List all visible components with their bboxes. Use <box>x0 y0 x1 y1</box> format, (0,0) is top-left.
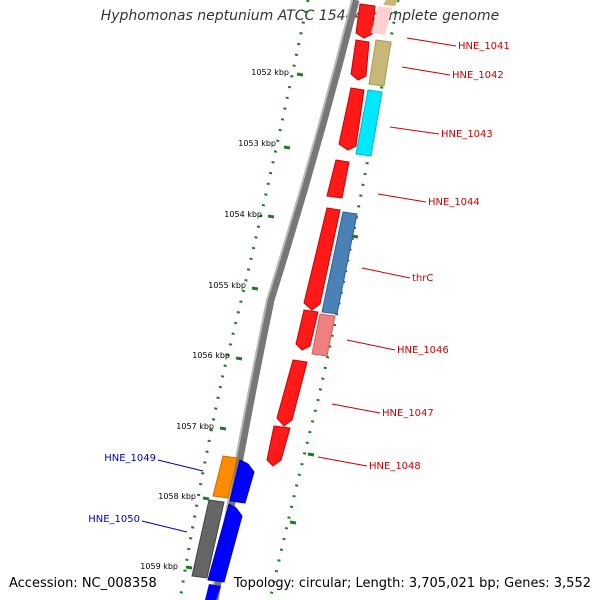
tick-label: 1058 kbp <box>158 492 196 501</box>
tick-label: 1052 kbp <box>251 68 289 77</box>
accession-text: Accession: NC_008358 <box>9 576 157 591</box>
leader-lines-right <box>317 37 457 467</box>
gene-block-blue <box>229 459 255 504</box>
gene-block-red <box>276 359 308 427</box>
leader-lines-left <box>141 459 204 533</box>
gene-block-salmon <box>311 313 336 357</box>
gene-label: HNE_1042 <box>452 70 504 81</box>
gene-block-blue <box>207 503 243 583</box>
gene-block-cyan <box>355 89 383 157</box>
gene-block-red <box>338 87 365 151</box>
gene-label: thrC <box>412 273 433 284</box>
page-title: Hyphomonas neptunium ATCC 15444, complet… <box>100 8 500 24</box>
tick-label: 1056 kbp <box>192 351 230 360</box>
genome-backbone-highlight <box>210 0 353 600</box>
gene-block-blue <box>205 584 221 600</box>
gene-block-red <box>295 309 319 351</box>
gene-block-red <box>326 159 350 199</box>
gene-block-tan <box>383 0 398 6</box>
gene-label: HNE_1049 <box>104 453 156 464</box>
gene-label: HNE_1046 <box>397 345 449 356</box>
tick-label: 1055 kbp <box>208 281 246 290</box>
gene-block-red <box>350 39 370 81</box>
gene-block-red <box>303 207 341 311</box>
gene-label: HNE_1044 <box>428 197 480 208</box>
gene-block-tan <box>368 39 392 87</box>
gene-label: HNE_1041 <box>458 41 510 52</box>
gene-label: HNE_1050 <box>88 514 140 525</box>
tick-label: 1053 kbp <box>238 139 276 148</box>
tick-label: 1059 kbp <box>140 562 178 571</box>
gene-block-red <box>355 3 376 39</box>
gene-blocks <box>191 0 398 600</box>
gene-block-orange <box>212 455 238 499</box>
gene-block-red <box>266 425 291 467</box>
gene-label: HNE_1047 <box>382 408 434 419</box>
scale-track-left <box>178 0 310 600</box>
gene-block-pink <box>371 6 392 35</box>
gene-block-gray <box>191 499 225 579</box>
gene-block-steelblue <box>321 211 358 315</box>
tick-label: 1054 kbp <box>224 210 262 219</box>
gene-label: HNE_1043 <box>441 129 493 140</box>
tick-label: 1057 kbp <box>176 422 214 431</box>
topology-text: Topology: circular; Length: 3,705,021 bp… <box>233 576 591 591</box>
gene-label: HNE_1048 <box>369 461 421 472</box>
